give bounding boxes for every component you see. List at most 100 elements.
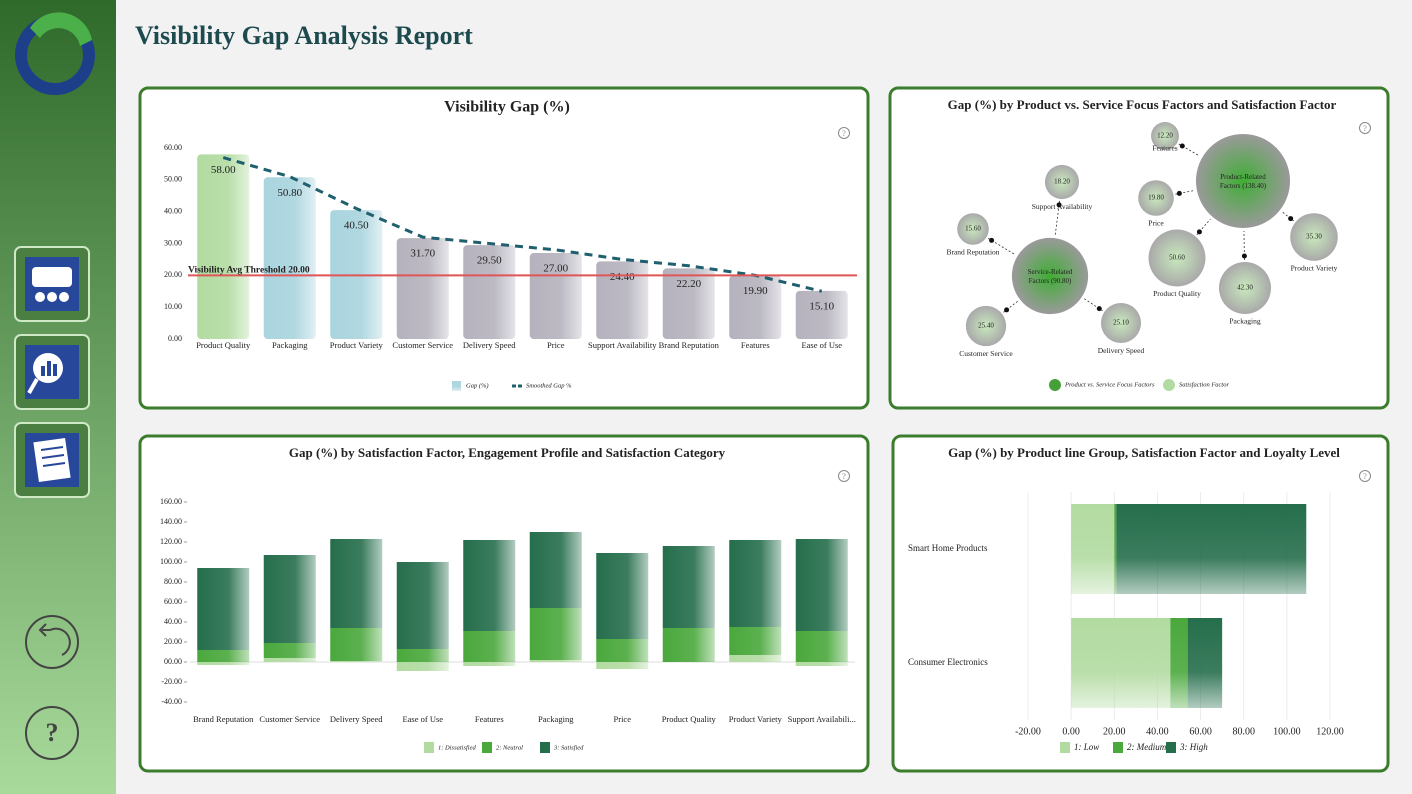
link-end: [1056, 202, 1062, 208]
x-tick-label: Ease of Use: [402, 714, 443, 724]
x-tick-label: 40.00: [1146, 726, 1169, 737]
panel: [891, 434, 1390, 773]
nav-button[interactable]: [14, 422, 90, 498]
x-tick-label: 100.00: [1273, 726, 1301, 737]
legend-swatch: [540, 742, 550, 753]
page-title: Visibility Gap Analysis Report: [135, 21, 473, 50]
value-label: 15.10: [809, 300, 834, 312]
bar-segment: [795, 631, 848, 662]
legend-label: 2: Medium: [1127, 742, 1167, 752]
y-tick-label: Consumer Electronics: [908, 657, 988, 667]
link-end: [1096, 306, 1102, 312]
x-tick-label: Product Quality: [662, 714, 717, 724]
bar-segment: [1114, 504, 1117, 594]
bar-segment: [729, 540, 782, 627]
y-tick-label: 160.00: [160, 497, 182, 506]
y-tick-label: 40.00: [164, 206, 182, 215]
bar-segment: [795, 539, 848, 631]
legend-label: 3: High: [1179, 742, 1208, 752]
x-tick-label: Product Variety: [330, 340, 384, 350]
chart-title: Visibility Gap (%): [444, 99, 570, 116]
info-icon[interactable]: ?: [1359, 122, 1371, 134]
bar-segment: [463, 631, 516, 662]
back-button[interactable]: [25, 615, 79, 669]
node-label: Price: [1148, 219, 1164, 228]
x-tick-label: Product Variety: [729, 714, 783, 724]
bar: [396, 238, 449, 339]
bubble-value: 35.30: [1306, 233, 1322, 241]
info-icon[interactable]: ?: [1359, 470, 1371, 482]
x-tick-label: Customer Service: [392, 340, 453, 350]
value-label: 58.00: [211, 164, 236, 176]
legend-swatch: [1166, 742, 1176, 753]
x-tick-label: Features: [475, 714, 504, 724]
bar-segment: [529, 660, 582, 662]
legend-swatch: [1060, 742, 1070, 753]
bubble: [1195, 133, 1291, 229]
chart-title: Gap (%) by Satisfaction Factor, Engageme…: [289, 445, 726, 460]
nav-button[interactable]: [14, 246, 90, 322]
y-tick-label: 20.00: [164, 637, 182, 646]
y-tick-label: 00.00: [164, 657, 182, 666]
bubble-value: 25.40: [978, 322, 994, 330]
legend-label: Smoothed Gap %: [526, 382, 572, 389]
bubble-value: 18.20: [1054, 178, 1070, 186]
help-button[interactable]: ?: [25, 706, 79, 760]
bubble-value: 15.60: [965, 225, 981, 233]
x-tick-label: Brand Reputation: [193, 714, 254, 724]
legend-swatch: [1163, 379, 1175, 391]
y-tick-label: Smart Home Products: [908, 543, 988, 553]
x-tick-label: Delivery Speed: [463, 340, 516, 350]
y-tick-label: 120.00: [160, 537, 182, 546]
bubble: [1151, 122, 1179, 150]
bubble-value: 50.60: [1169, 254, 1185, 262]
bubble-label: Service-Related Factors (90.80): [1028, 268, 1073, 285]
bar: [263, 177, 316, 339]
info-icon[interactable]: ?: [838, 127, 850, 139]
node-label: Product Variety: [1291, 263, 1338, 272]
bar-segment: [396, 562, 449, 649]
x-tick-label: Price: [614, 714, 632, 724]
x-tick-label: 60.00: [1189, 726, 1212, 737]
x-tick-label: Support Availabili...: [788, 714, 856, 724]
x-tick-label: Support Availability: [588, 340, 657, 350]
help-glyph: ?: [46, 718, 59, 747]
x-tick-label: 120.00: [1316, 726, 1344, 737]
link: [1282, 211, 1295, 222]
value-label: 19.90: [743, 285, 768, 297]
y-tick-label: 30.00: [164, 238, 182, 247]
bar-segment: [263, 658, 316, 662]
node-label: Support Availability: [1032, 202, 1093, 211]
y-tick-label: 40.00: [164, 617, 182, 626]
info-icon[interactable]: ?: [838, 470, 850, 482]
value-label: 50.80: [277, 187, 302, 199]
link: [1175, 190, 1194, 195]
bar: [795, 290, 848, 339]
y-tick-label: -40.00: [161, 697, 182, 706]
bar: [197, 154, 250, 339]
bubble: [1011, 237, 1089, 315]
bar-segment: [1170, 618, 1188, 708]
bubble-value: 19.80: [1148, 194, 1164, 202]
legend-label: Satisfaction Factor: [1179, 381, 1229, 388]
x-tick-label: -20.00: [1015, 726, 1041, 737]
node-label: Delivery Speed: [1098, 346, 1145, 355]
bar-segment: [529, 608, 582, 660]
value-label: 31.70: [410, 248, 435, 260]
link: [1003, 300, 1018, 313]
bar-segment: [1071, 504, 1115, 594]
y-tick-label: 50.00: [164, 175, 182, 184]
y-tick-label: 20.00: [164, 270, 182, 279]
legend-label: 2: Neutral: [496, 744, 523, 751]
nav-button[interactable]: [14, 334, 90, 410]
value-label: 27.00: [543, 263, 568, 275]
x-tick-label: Features: [741, 340, 770, 350]
bubble: [965, 305, 1007, 347]
bar-segment: [1071, 618, 1171, 708]
legend-label: 1: Dissatisfied: [438, 744, 476, 751]
value-label: 22.20: [676, 278, 701, 290]
bubble: [1148, 229, 1206, 287]
info-glyph: ?: [842, 472, 846, 481]
link-end: [1196, 229, 1202, 235]
value-label: 24.40: [610, 271, 635, 283]
